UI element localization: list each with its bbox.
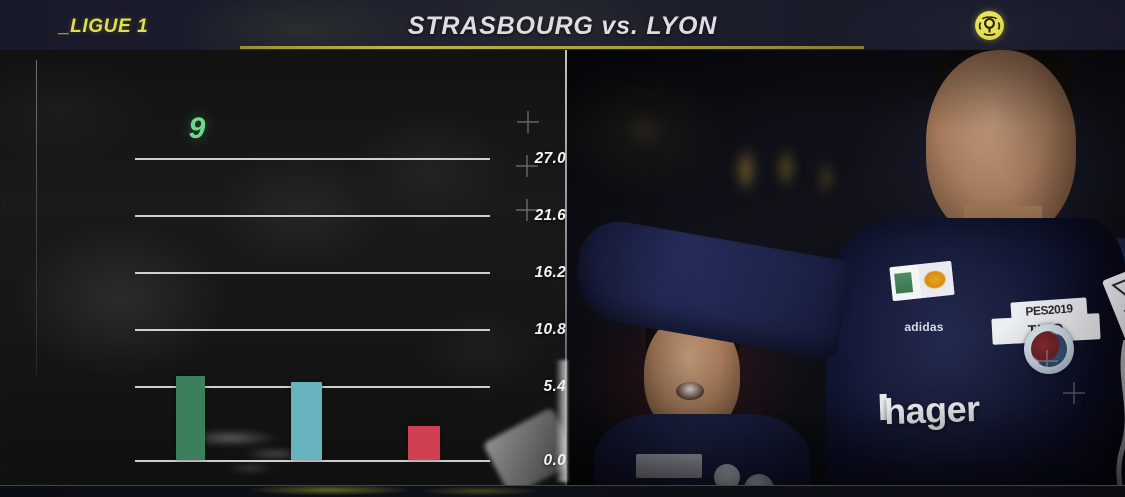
adidas-brand-text: adidas — [904, 320, 944, 334]
bar-chart: 27.0 21.6 16.2 10.8 5.4 0.0 9 — [0, 50, 566, 485]
jersey-flag-patch — [889, 260, 955, 302]
title-underline — [240, 46, 864, 49]
gridline-27 — [135, 158, 490, 160]
chart-bar[interactable] — [176, 376, 205, 460]
gridline-16-2 — [135, 272, 490, 274]
ligue1-badge-icon — [975, 11, 1004, 40]
edge-highlight — [556, 360, 567, 482]
broadcast-header: _LIGUE 1 STRASBOURG vs. LYON — [0, 0, 1125, 50]
gridline-baseline-0 — [135, 460, 490, 462]
triangle-logo-icon — [1111, 272, 1125, 306]
gridline-10-8 — [135, 329, 490, 331]
ytick-label: 27.0 — [534, 150, 566, 167]
crosshair-marker-icon — [516, 199, 538, 221]
player-photo: PES2019 TIPO adidas Triangle Interim — [566, 50, 1125, 485]
crosshair-marker-icon — [517, 111, 539, 133]
crosshair-marker-icon — [1063, 382, 1085, 404]
header-background — [0, 0, 1125, 50]
ytick-label: 0.0 — [543, 452, 566, 469]
ytick-label: 16.2 — [534, 264, 566, 281]
crowd-hand-blur — [190, 428, 360, 480]
crowd-background-image — [0, 50, 566, 485]
ytick-label: 21.6 — [534, 207, 566, 224]
stats-chart-pane: 27.0 21.6 16.2 10.8 5.4 0.0 9 — [0, 50, 566, 485]
gridline-21-6 — [135, 215, 490, 217]
y-axis-line — [36, 60, 37, 375]
crosshair-marker-icon — [1036, 350, 1058, 372]
chest-sponsor-text: hager — [883, 387, 981, 433]
page-title: STRASBOURG vs. LYON — [407, 12, 718, 40]
highlight-value: 9 — [188, 112, 206, 145]
league-tag: _LIGUE 1 — [59, 16, 149, 37]
bottom-strip-glow — [0, 486, 566, 497]
main-player: PES2019 TIPO adidas Triangle Interim — [569, 50, 1125, 485]
ytick-label: 10.8 — [534, 321, 566, 338]
flag-patch-green — [894, 272, 914, 294]
player-photo-pane: PES2019 TIPO adidas Triangle Interim — [566, 50, 1125, 485]
bottom-strip — [0, 485, 1125, 497]
crosshair-marker-icon — [516, 155, 538, 177]
ytick-label: 5.4 — [543, 378, 566, 395]
jersey-stripes-icon — [1116, 340, 1125, 485]
chart-bar[interactable] — [291, 382, 322, 460]
player-jersey — [826, 218, 1125, 485]
chart-bar[interactable] — [408, 426, 440, 460]
